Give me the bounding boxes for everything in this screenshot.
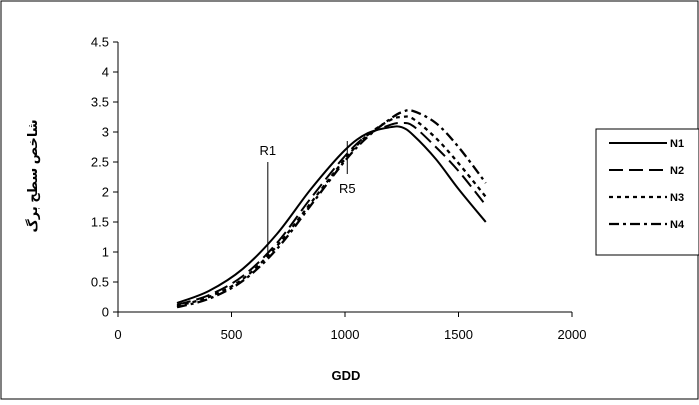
y-tick-label: 4 [102, 65, 109, 80]
x-tick-label: 2000 [558, 327, 587, 342]
y-axis-ticks: 0 0.5 1 1.5 2 2.5 3 3.5 4 4.5 [91, 35, 118, 320]
x-tick-label: 1000 [331, 327, 360, 342]
y-tick-label: 3 [102, 125, 109, 140]
series-group [176, 109, 487, 309]
x-axis-ticks: 0 500 1000 1500 2000 [114, 312, 586, 342]
annotation-label-r1: R1 [260, 143, 277, 158]
legend-label-n4: N4 [670, 219, 685, 231]
annotation-group: R1 R5 [260, 141, 356, 258]
legend-box [595, 128, 699, 256]
y-tick-label: 2 [102, 185, 109, 200]
y-tick-label: 4.5 [91, 35, 109, 50]
y-tick-label: 0.5 [91, 275, 109, 290]
y-tick-label: 2.5 [91, 155, 109, 170]
series-line-n1 [176, 125, 487, 304]
annotation-label-r5: R5 [339, 181, 356, 196]
y-axis-title: شاخص سطح برگ [24, 119, 40, 232]
x-tick-label: 500 [221, 327, 243, 342]
y-tick-label: 3.5 [91, 95, 109, 110]
legend-label-n2: N2 [670, 165, 684, 177]
x-tick-label: 1500 [444, 327, 473, 342]
y-tick-label: 1.5 [91, 215, 109, 230]
legend-label-n1: N1 [670, 138, 684, 150]
series-line-n4 [176, 109, 487, 309]
legend-label-n3: N3 [670, 192, 684, 204]
legend: N1 N2 N3 N4 [595, 128, 699, 256]
x-tick-label: 0 [114, 327, 121, 342]
x-axis-title: GDD [332, 368, 361, 383]
series-line-n2 [176, 121, 487, 306]
y-tick-label: 1 [102, 245, 109, 260]
y-tick-label: 0 [102, 305, 109, 320]
